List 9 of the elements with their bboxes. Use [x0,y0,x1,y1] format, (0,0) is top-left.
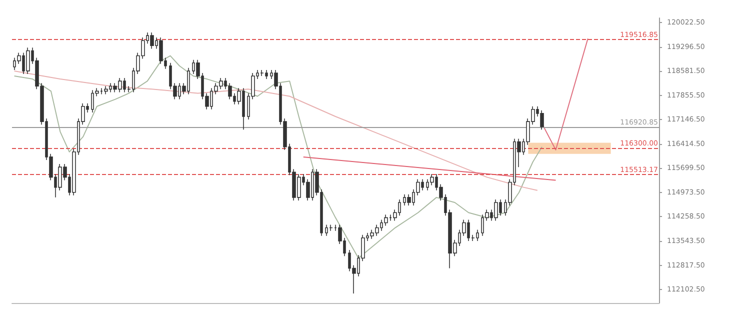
line-series [14,55,542,259]
line-series [14,70,538,191]
candlestick [26,47,30,74]
candlestick [407,194,411,206]
candlestick [150,32,154,50]
candlestick [494,199,498,222]
candlestick [540,110,544,130]
candlestick [260,70,264,76]
candlestick [104,86,108,95]
